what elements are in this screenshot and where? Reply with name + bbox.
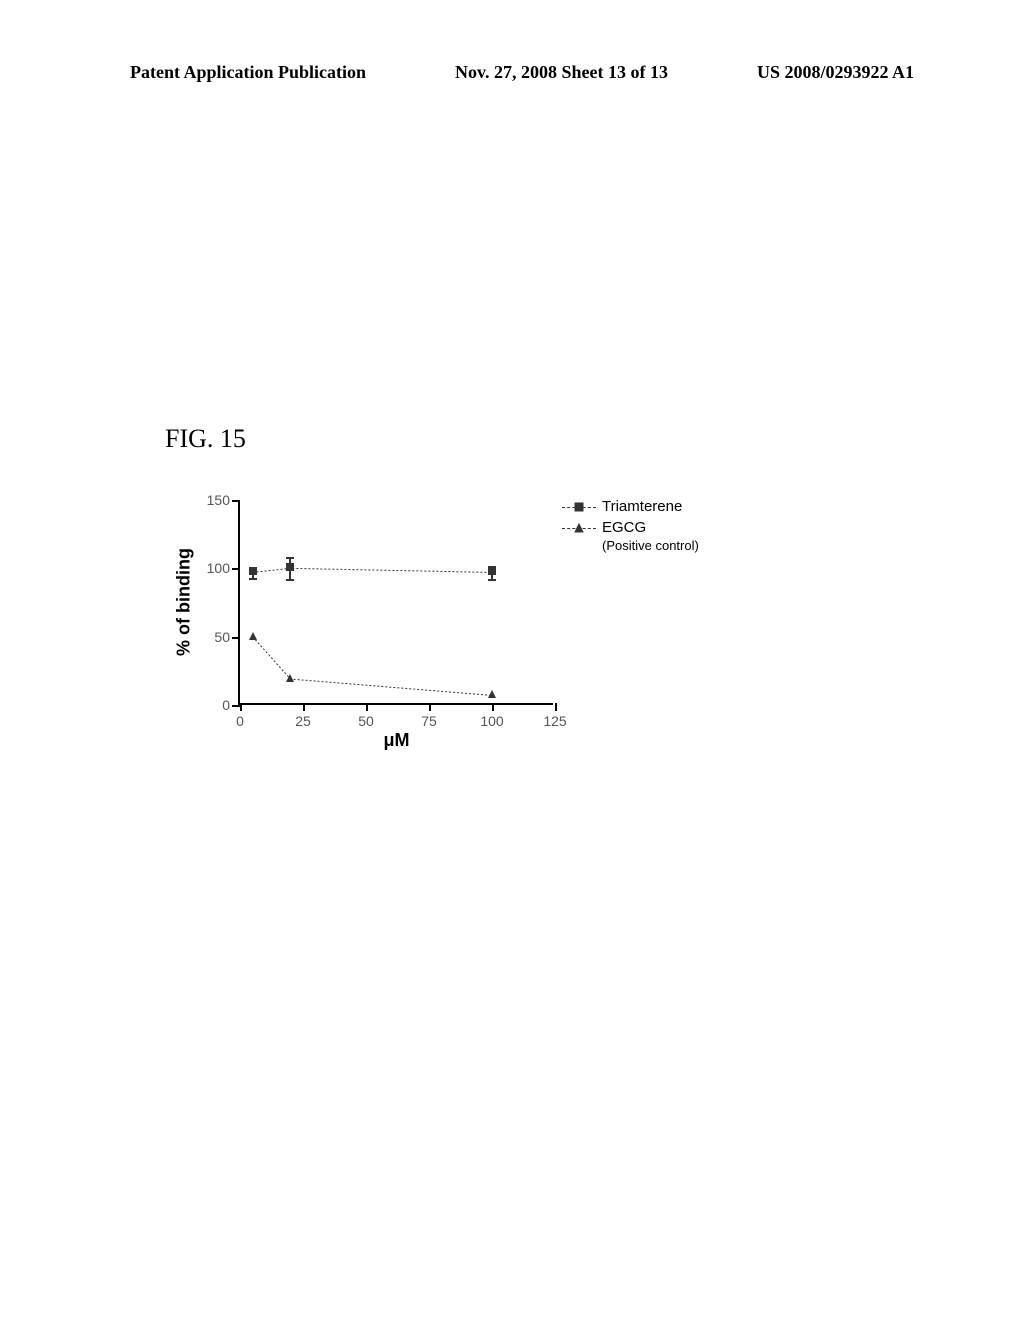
y-tick bbox=[232, 500, 240, 502]
plot-area: % of binding μM 0501001500255075100125 bbox=[238, 500, 553, 705]
x-tick-label: 0 bbox=[236, 713, 244, 729]
x-axis-label: μM bbox=[383, 730, 409, 751]
x-tick-label: 100 bbox=[480, 713, 503, 729]
x-tick bbox=[555, 703, 557, 711]
figure-label: FIG. 15 bbox=[165, 424, 246, 454]
page-header: Patent Application Publication Nov. 27, … bbox=[130, 62, 914, 83]
y-tick bbox=[232, 637, 240, 639]
y-tick-label: 150 bbox=[200, 492, 230, 508]
data-point bbox=[487, 686, 497, 704]
y-tick bbox=[232, 705, 240, 707]
header-right: US 2008/0293922 A1 bbox=[757, 62, 914, 83]
x-tick-label: 75 bbox=[421, 713, 437, 729]
legend-item-triamterene: Triamterene bbox=[562, 498, 699, 515]
legend-swatch-triangle bbox=[562, 522, 596, 534]
y-tick-label: 0 bbox=[200, 697, 230, 713]
legend-swatch-square bbox=[562, 501, 596, 513]
header-center: Nov. 27, 2008 Sheet 13 of 13 bbox=[455, 62, 668, 83]
legend-label: EGCG bbox=[602, 519, 646, 536]
y-tick bbox=[232, 568, 240, 570]
legend-sublabel: (Positive control) bbox=[602, 538, 699, 553]
chart: % of binding μM 0 50 100 150 0 25 50 75 100 125 bbox=[170, 490, 630, 770]
y-tick-label: 100 bbox=[200, 560, 230, 576]
data-point bbox=[285, 670, 295, 688]
x-tick-label: 25 bbox=[295, 713, 311, 729]
legend-label: Triamterene bbox=[602, 498, 682, 515]
legend-item-egcg: EGCG bbox=[562, 519, 699, 536]
data-point bbox=[248, 628, 258, 646]
header-left: Patent Application Publication bbox=[130, 62, 366, 83]
y-axis-label: % of binding bbox=[174, 548, 195, 656]
y-tick-label: 50 bbox=[200, 629, 230, 645]
x-tick-label: 50 bbox=[358, 713, 374, 729]
x-tick-label: 125 bbox=[543, 713, 566, 729]
legend: Triamterene EGCG (Positive control) bbox=[562, 498, 699, 553]
